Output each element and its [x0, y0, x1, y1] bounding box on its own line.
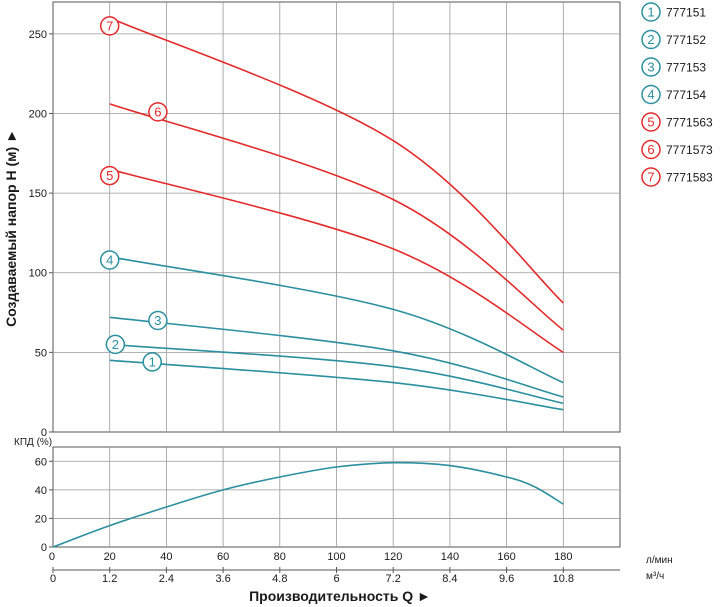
legend-marker-number: 1 — [647, 5, 654, 20]
legend-marker-number: 3 — [647, 60, 654, 75]
series-line-777151 — [109, 359, 564, 411]
series-marker-circle — [148, 310, 168, 331]
head-y-tick-label: 50 — [35, 347, 47, 359]
series-marker-number: 1 — [149, 354, 156, 369]
legend-marker — [641, 167, 661, 187]
x-tick-label-m3h: 6 — [333, 573, 339, 585]
legend-marker — [641, 29, 661, 50]
series-line-7771583 — [109, 17, 564, 304]
legend-item-777151: 1 777151 — [641, 2, 706, 22]
legend-item-777152: 2 777152 — [641, 29, 706, 50]
efficiency-y-tick-label: 20 — [35, 513, 47, 525]
efficiency-axis-title: КПД (%) — [14, 437, 52, 448]
x-tick-label-m3h: 4.8 — [272, 573, 287, 585]
series-marker-777154: 4 — [99, 250, 120, 270]
head-y-tick-label: 250 — [29, 29, 47, 41]
series-marker-777152: 2 — [105, 334, 126, 355]
legend-marker — [641, 57, 661, 77]
x-tick-label-m3h: 2.4 — [159, 573, 174, 585]
series-marker-circle — [99, 250, 120, 270]
series-marker-7771573: 6 — [148, 102, 168, 122]
legend-label: 777152 — [666, 33, 706, 47]
x-tick-label-lpm: 140 — [441, 551, 459, 563]
x-tick-label-m3h: 3.6 — [215, 573, 230, 585]
legend-label: 777151 — [666, 6, 706, 20]
x-axis-title: Производительность Q ► — [249, 588, 431, 604]
x-tick-label-m3h: 10.8 — [553, 573, 574, 585]
x-tick-label-lpm: 40 — [160, 551, 172, 563]
series-marker-number: 6 — [154, 104, 161, 119]
series-marker-number: 7 — [106, 18, 113, 33]
efficiency-line — [52, 461, 564, 548]
head-y-tick-label: 200 — [29, 108, 47, 120]
x-tick-label-m3h: 8.4 — [442, 573, 457, 585]
y-axis-title: Создаваемый напор H (м) ► — [3, 129, 19, 327]
series-marker-7771563: 5 — [99, 165, 120, 186]
series-line-7771573 — [109, 103, 564, 331]
legend-marker — [641, 112, 661, 132]
legend-item-7771583: 7 7771583 — [641, 167, 713, 187]
series-marker-777153: 3 — [148, 310, 168, 331]
head-panel: 0 50 100 150 200 250 1 2 3 4 5 6 7 — [29, 1, 621, 439]
legend-label: 7771573 — [666, 143, 713, 157]
legend-marker-number: 4 — [647, 87, 654, 102]
series-marker-number: 2 — [112, 337, 119, 352]
x-tick-label-lpm: 100 — [327, 551, 345, 563]
series-marker-circle — [99, 165, 120, 186]
head-y-tick-label: 150 — [29, 188, 47, 200]
efficiency-y-tick-label: 40 — [35, 485, 47, 497]
x-axis: 20 40 60 80 100 120 140 160 180 0 1.2 2.4 3.6 4.8 6 7.2… — [49, 551, 620, 585]
x-tick-label-lpm: 120 — [384, 551, 402, 563]
x-tick-label-lpm-zero: 0 — [49, 551, 55, 563]
series-line-7771563 — [109, 168, 564, 354]
efficiency-panel: 0 20 40 60 — [35, 446, 621, 554]
series-line-777153 — [109, 316, 564, 398]
series-marker-number: 4 — [106, 253, 113, 268]
series-line-777154 — [109, 256, 564, 384]
x-tick-label-m3h: 7.2 — [386, 573, 401, 585]
legend-marker — [641, 139, 661, 160]
x-tick-label-lpm: 180 — [554, 551, 572, 563]
series-marker-circle — [105, 334, 126, 355]
legend-label: 7771583 — [666, 171, 713, 185]
x-tick-label-lpm: 160 — [497, 551, 515, 563]
series-marker-777151: 1 — [142, 352, 162, 372]
legend-item-7771573: 6 7771573 — [641, 139, 713, 160]
series-marker-number: 3 — [154, 313, 161, 328]
series-marker-number: 5 — [106, 168, 113, 183]
legend-item-777154: 4 777154 — [641, 84, 706, 105]
efficiency-y-tick-label: 0 — [41, 542, 47, 554]
series-line-777152 — [109, 343, 564, 405]
head-y-tick-label: 100 — [29, 268, 47, 280]
legend-item-777153: 3 777153 — [641, 57, 706, 77]
legend-marker — [641, 84, 661, 105]
x-tick-label-m3h: 0 — [50, 573, 56, 585]
x-tick-label-lpm: 20 — [104, 551, 116, 563]
series-marker-circle — [148, 102, 168, 122]
legend-label: 777154 — [666, 88, 706, 102]
efficiency-y-tick-label: 60 — [35, 456, 47, 468]
legend-label: 777153 — [666, 61, 706, 75]
legend-marker-number: 5 — [647, 115, 654, 130]
x-tick-label-m3h: 9.6 — [499, 573, 514, 585]
series-marker-circle — [142, 352, 162, 372]
unit-label-lpm: л/мин — [646, 555, 673, 566]
x-tick-label-m3h: 1.2 — [102, 573, 117, 585]
unit-label-m3h: м³/ч — [646, 571, 664, 582]
legend-marker-number: 2 — [647, 32, 654, 47]
x-tick-label-lpm: 80 — [274, 551, 286, 563]
legend-marker — [641, 2, 661, 22]
x-tick-label-lpm: 60 — [217, 551, 229, 563]
series-marker-7771583: 7 — [99, 16, 120, 36]
legend-item-7771563: 5 7771563 — [641, 112, 713, 132]
legend-marker-number: 6 — [647, 142, 654, 157]
legend-marker-number: 7 — [647, 170, 654, 185]
legend-label: 7771563 — [666, 116, 713, 130]
series-marker-circle — [99, 16, 120, 36]
head-y-tick-label: 0 — [41, 427, 47, 439]
